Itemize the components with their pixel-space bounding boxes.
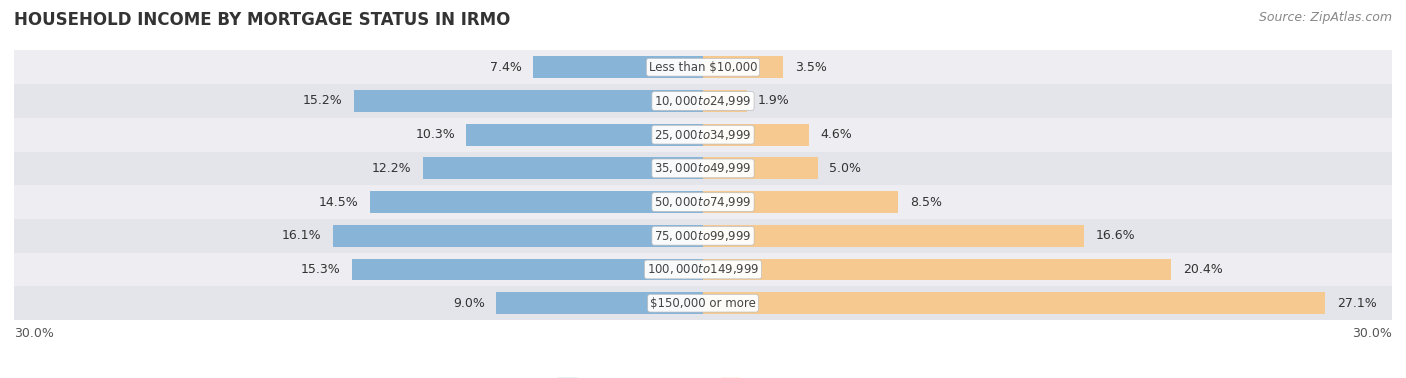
Text: 15.3%: 15.3% <box>301 263 340 276</box>
Text: 4.6%: 4.6% <box>820 128 852 141</box>
Bar <box>14 185 1392 219</box>
Text: 14.5%: 14.5% <box>319 195 359 209</box>
Bar <box>467 124 703 146</box>
Bar <box>703 56 783 78</box>
Bar <box>703 90 747 112</box>
Bar <box>14 118 1392 152</box>
Text: 30.0%: 30.0% <box>1353 327 1392 341</box>
Bar <box>14 152 1392 185</box>
Bar <box>370 191 703 213</box>
Text: HOUSEHOLD INCOME BY MORTGAGE STATUS IN IRMO: HOUSEHOLD INCOME BY MORTGAGE STATUS IN I… <box>14 11 510 29</box>
Bar <box>703 124 808 146</box>
Text: 27.1%: 27.1% <box>1337 297 1376 310</box>
Bar <box>703 157 818 179</box>
Bar <box>354 90 703 112</box>
Bar <box>14 253 1392 286</box>
Text: $75,000 to $99,999: $75,000 to $99,999 <box>654 229 752 243</box>
Bar <box>703 259 1171 280</box>
Text: 15.2%: 15.2% <box>302 94 343 107</box>
Text: 9.0%: 9.0% <box>453 297 485 310</box>
Bar <box>14 219 1392 253</box>
Bar <box>703 191 898 213</box>
Text: 30.0%: 30.0% <box>14 327 53 341</box>
Text: $50,000 to $74,999: $50,000 to $74,999 <box>654 195 752 209</box>
Text: 7.4%: 7.4% <box>489 61 522 74</box>
Bar <box>423 157 703 179</box>
Text: 20.4%: 20.4% <box>1182 263 1223 276</box>
Text: 16.6%: 16.6% <box>1095 229 1135 242</box>
Text: $10,000 to $24,999: $10,000 to $24,999 <box>654 94 752 108</box>
Bar <box>333 225 703 247</box>
Bar <box>703 292 1326 314</box>
Text: $100,000 to $149,999: $100,000 to $149,999 <box>647 262 759 276</box>
Text: 12.2%: 12.2% <box>371 162 412 175</box>
Text: 10.3%: 10.3% <box>415 128 456 141</box>
Text: $150,000 or more: $150,000 or more <box>650 297 756 310</box>
Text: 3.5%: 3.5% <box>794 61 827 74</box>
Bar <box>533 56 703 78</box>
Text: $25,000 to $34,999: $25,000 to $34,999 <box>654 128 752 142</box>
Text: 16.1%: 16.1% <box>283 229 322 242</box>
Text: Source: ZipAtlas.com: Source: ZipAtlas.com <box>1258 11 1392 24</box>
Bar <box>14 50 1392 84</box>
Bar <box>352 259 703 280</box>
Text: $35,000 to $49,999: $35,000 to $49,999 <box>654 161 752 175</box>
Legend: Without Mortgage, With Mortgage: Without Mortgage, With Mortgage <box>551 373 855 378</box>
Text: 5.0%: 5.0% <box>830 162 862 175</box>
Bar <box>14 84 1392 118</box>
Bar <box>14 286 1392 320</box>
Text: Less than $10,000: Less than $10,000 <box>648 61 758 74</box>
Bar <box>496 292 703 314</box>
Bar <box>703 225 1084 247</box>
Text: 8.5%: 8.5% <box>910 195 942 209</box>
Text: 1.9%: 1.9% <box>758 94 790 107</box>
